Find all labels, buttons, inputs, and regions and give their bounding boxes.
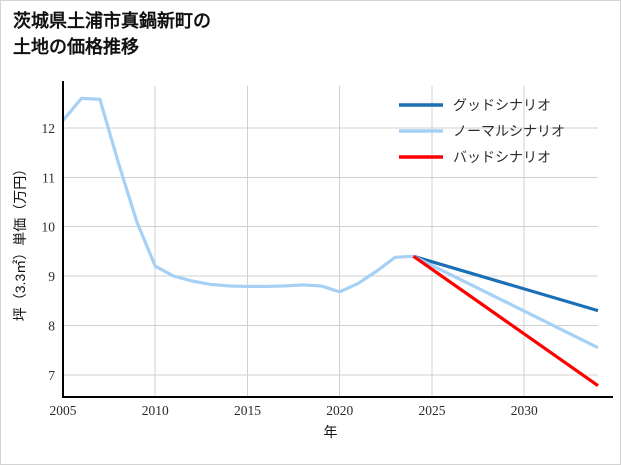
legend-label: ノーマルシナリオ (453, 123, 565, 139)
legend-label: グッドシナリオ (453, 97, 551, 113)
y-tick-label: 9 (48, 269, 55, 284)
y-tick-label: 11 (42, 170, 55, 185)
page-title: 茨城県土浦市真鍋新町の 土地の価格推移 (13, 11, 211, 57)
y-tick-label: 8 (48, 318, 55, 333)
x-tick-label: 2005 (50, 403, 77, 418)
x-axis-title: 年 (324, 424, 338, 440)
series-line (412, 254, 599, 350)
y-tick-label: 7 (48, 368, 55, 383)
series-line (61, 96, 414, 294)
series-line (413, 254, 599, 313)
series-line (412, 254, 599, 387)
y-tick-label: 10 (42, 220, 56, 235)
legend-label: バッドシナリオ (453, 149, 551, 165)
y-axis-tick-labels: 12 11 10 9 8 7 (42, 121, 56, 383)
axis-spines (62, 81, 613, 398)
x-tick-label: 2015 (234, 403, 261, 418)
x-tick-label: 2010 (142, 403, 169, 418)
x-tick-label: 2030 (511, 403, 538, 418)
y-axis-title: 坪（3.3㎡）単価（万円） (12, 162, 28, 321)
x-axis-tick-labels: 2005 2010 2015 2020 2025 2030 (50, 403, 538, 418)
x-tick-label: 2025 (418, 403, 445, 418)
y-tick-label: 12 (42, 121, 56, 136)
series-group (61, 96, 599, 387)
x-tick-label: 2020 (326, 403, 353, 418)
